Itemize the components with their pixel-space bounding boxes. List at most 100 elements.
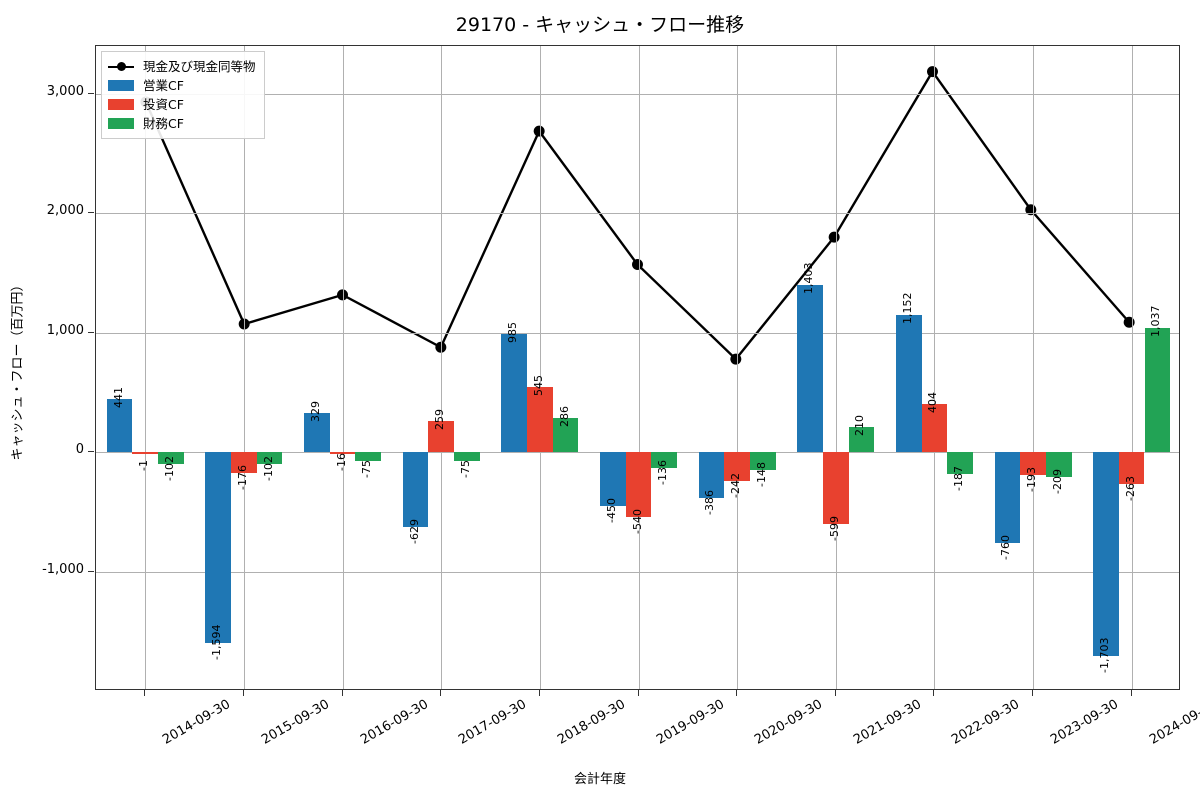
bar bbox=[428, 421, 455, 453]
gridline-vertical bbox=[639, 46, 640, 689]
bar-value-label: -136 bbox=[656, 460, 670, 486]
bar-value-label: -450 bbox=[604, 497, 618, 523]
bar bbox=[848, 427, 875, 453]
gridline-vertical bbox=[836, 46, 837, 689]
y-tick-mark bbox=[88, 92, 94, 94]
x-tick-mark bbox=[342, 690, 343, 696]
bar-value-label: -540 bbox=[630, 508, 644, 534]
x-tick-label: 2014-09-30 bbox=[160, 697, 234, 748]
bar-value-label: -1 bbox=[137, 460, 151, 472]
bar-value-label: -209 bbox=[1050, 469, 1064, 495]
bar bbox=[501, 334, 528, 453]
x-tick-label: 2017-09-30 bbox=[456, 697, 530, 748]
bar-value-label: -193 bbox=[1025, 467, 1039, 493]
bar-value-label: 259 bbox=[433, 409, 447, 431]
gridline-vertical bbox=[343, 46, 344, 689]
line-marker-icon bbox=[108, 61, 134, 72]
x-tick-mark bbox=[144, 690, 145, 696]
gridline-horizontal bbox=[96, 93, 1179, 95]
bar-value-label: -263 bbox=[1123, 475, 1137, 501]
gridline-vertical bbox=[1033, 46, 1034, 689]
swatch-financing-cf-icon bbox=[108, 118, 134, 129]
bar-value-label: -102 bbox=[162, 456, 176, 482]
legend-item-operating-cf[interactable]: 営業CF bbox=[108, 76, 256, 95]
plot-area: 441 -1,594 329 -629 985 -450 -386 1,403 1,152 -76… bbox=[95, 45, 1180, 690]
bar-value-label: 1,037 bbox=[1149, 305, 1163, 338]
x-tick-label: 2019-09-30 bbox=[654, 697, 728, 748]
bar bbox=[1118, 452, 1145, 484]
cash-line-series bbox=[140, 66, 1135, 365]
y-tick-mark bbox=[88, 570, 94, 572]
bar-value-label: -1,703 bbox=[1098, 637, 1112, 673]
bar bbox=[527, 387, 553, 453]
x-axis-label: 会計年度 bbox=[573, 772, 626, 787]
bar-value-label: -1,594 bbox=[210, 624, 224, 660]
gridline-vertical bbox=[145, 46, 146, 689]
gridline-vertical bbox=[934, 46, 935, 689]
bar bbox=[454, 452, 480, 462]
x-tick-mark bbox=[539, 690, 540, 696]
bar-value-label: 210 bbox=[853, 415, 867, 437]
y-axis-label: キャッシュ・フロー（百万円） bbox=[10, 278, 26, 461]
page-title: 29170 - キャッシュ・フロー推移 bbox=[455, 14, 745, 36]
legend-label-investing-cf: 投資CF bbox=[143, 97, 184, 112]
bar-value-label: 545 bbox=[531, 375, 545, 396]
y-tick-label: 0 bbox=[75, 442, 84, 458]
gridline-horizontal bbox=[96, 571, 1179, 573]
bar bbox=[822, 452, 849, 524]
gridline-vertical bbox=[540, 46, 541, 689]
legend-item-investing-cf[interactable]: 投資CF bbox=[108, 95, 256, 114]
bar bbox=[329, 452, 356, 455]
bar-value-label: -760 bbox=[999, 534, 1013, 560]
legend-label-financing-cf: 財務CF bbox=[143, 116, 184, 131]
bar-value-label: -75 bbox=[360, 460, 374, 479]
bar bbox=[651, 452, 677, 469]
bar bbox=[947, 452, 973, 475]
y-tick-mark bbox=[88, 212, 94, 214]
bar bbox=[402, 452, 429, 528]
bar-value-label: 286 bbox=[557, 405, 571, 427]
legend-item-cash[interactable]: 現金及び現金同等物 bbox=[108, 57, 256, 76]
bar-value-label: 1,152 bbox=[900, 292, 914, 324]
gridline-vertical bbox=[441, 46, 442, 689]
x-tick-mark bbox=[440, 690, 441, 696]
y-tick-mark bbox=[88, 451, 94, 453]
x-tick-mark bbox=[1131, 690, 1132, 696]
bar bbox=[106, 399, 133, 453]
bar-value-label: -102 bbox=[261, 456, 275, 482]
bar-value-label: 441 bbox=[111, 387, 125, 409]
swatch-operating-cf-icon bbox=[108, 80, 134, 91]
bar bbox=[304, 412, 330, 453]
y-tick-label: -1,000 bbox=[42, 561, 84, 577]
bar bbox=[231, 452, 257, 474]
x-tick-mark bbox=[243, 690, 244, 696]
gridline-vertical bbox=[1132, 46, 1133, 689]
bar bbox=[600, 452, 626, 506]
x-tick-mark bbox=[736, 690, 737, 696]
x-tick-mark bbox=[638, 690, 639, 696]
x-tick-label: 2021-09-30 bbox=[851, 697, 925, 748]
bar-value-label: 404 bbox=[926, 391, 940, 413]
bar bbox=[132, 452, 159, 455]
bar-value-label: -16 bbox=[334, 453, 348, 472]
y-tick-label: 3,000 bbox=[46, 83, 84, 99]
bar bbox=[158, 452, 184, 465]
gridline-horizontal bbox=[96, 332, 1179, 334]
x-tick-label: 2024-09-30 bbox=[1147, 697, 1200, 748]
legend-label-cash: 現金及び現金同等物 bbox=[143, 59, 256, 74]
bar-value-label: -176 bbox=[235, 465, 249, 491]
x-tick-label: 2018-09-30 bbox=[555, 697, 629, 748]
bar bbox=[625, 452, 652, 517]
bar bbox=[1144, 328, 1171, 453]
bar-value-label: -75 bbox=[458, 460, 472, 479]
bar-value-label: -187 bbox=[952, 466, 966, 492]
bar bbox=[749, 452, 776, 470]
legend-item-financing-cf[interactable]: 財務CF bbox=[108, 114, 256, 133]
bar bbox=[205, 452, 232, 643]
bar bbox=[256, 452, 283, 465]
y-tick-label: 2,000 bbox=[46, 203, 84, 219]
bar-value-label: -599 bbox=[827, 515, 841, 541]
swatch-investing-cf-icon bbox=[108, 99, 134, 110]
gridline-vertical bbox=[737, 46, 738, 689]
bar bbox=[698, 452, 725, 499]
